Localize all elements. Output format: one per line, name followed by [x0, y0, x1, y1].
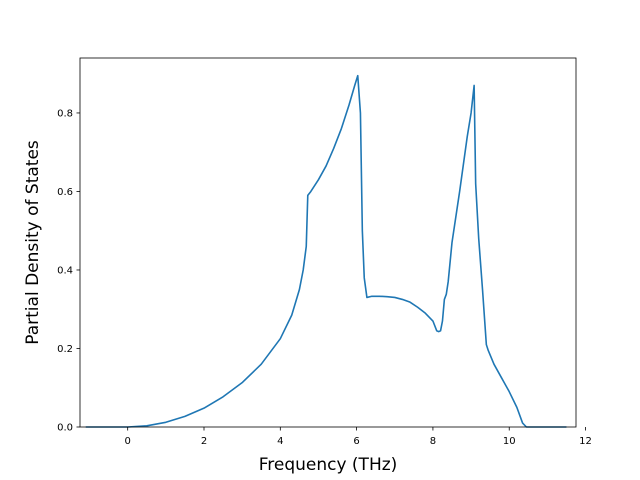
x-axis-label: Frequency (THz) [259, 455, 398, 475]
x-tick-label: 6 [353, 436, 359, 447]
y-axis-ticks: 0.0 0.2 0.4 0.6 0.8 [57, 108, 80, 434]
x-tick-label: 10 [503, 436, 516, 447]
y-axis-label: Partial Density of States [23, 140, 43, 345]
series-line [85, 74, 567, 428]
x-tick-label: 4 [277, 436, 283, 447]
x-tick-label: 12 [579, 436, 592, 447]
x-tick-label: 8 [430, 436, 436, 447]
x-axis-ticks: 0 2 4 6 8 10 12 [125, 427, 592, 447]
y-tick-label: 0.2 [57, 344, 73, 355]
x-tick-label: 0 [125, 436, 131, 447]
x-tick-label: 2 [201, 436, 207, 447]
y-tick-label: 0.8 [57, 108, 73, 119]
curve-layer [85, 74, 567, 428]
y-tick-label: 0.0 [57, 423, 73, 434]
plot-frame [79, 57, 577, 428]
y-tick-label: 0.6 [57, 187, 73, 198]
y-tick-label: 0.4 [57, 265, 73, 276]
